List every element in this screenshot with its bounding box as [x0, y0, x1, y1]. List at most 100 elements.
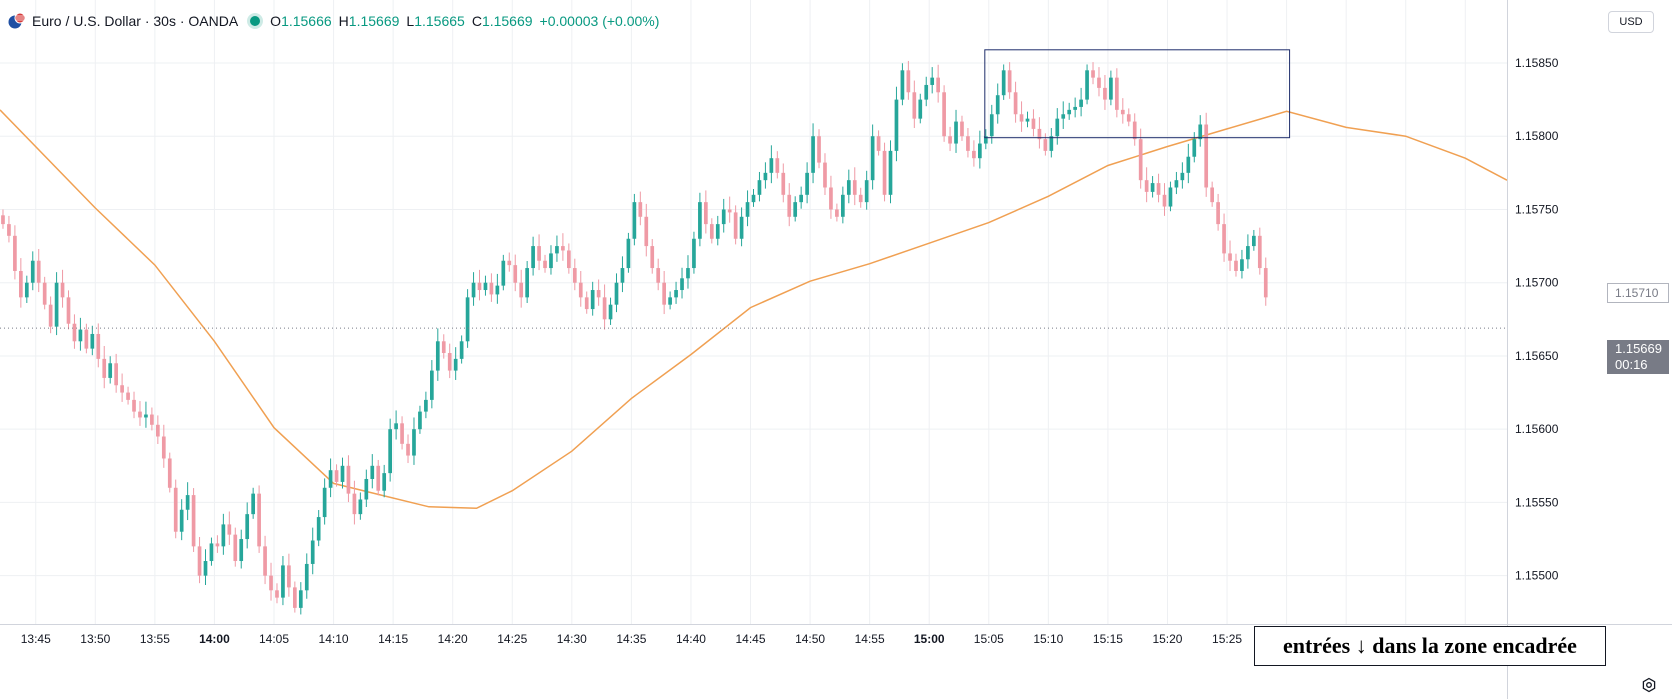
candle-body: [983, 136, 988, 144]
candle-body: [602, 297, 607, 320]
x-tick-label: 14:30: [557, 632, 587, 646]
candle-body: [781, 172, 786, 195]
candle-body: [30, 260, 35, 283]
candle-body: [144, 414, 148, 418]
candle-body: [1156, 183, 1161, 195]
candle-body: [787, 194, 792, 217]
candle-body: [680, 278, 684, 291]
candle-body: [48, 304, 53, 327]
settings-icon[interactable]: [1641, 677, 1657, 693]
low-value: 1.15665: [414, 13, 465, 29]
candle-body: [745, 202, 750, 217]
candle-body: [846, 180, 851, 195]
candle-body: [24, 282, 29, 298]
candle-body: [1115, 77, 1119, 110]
candle-body: [608, 304, 613, 320]
candle-body: [239, 539, 244, 562]
candle-body: [972, 150, 976, 159]
candle-body: [525, 268, 529, 298]
candle-body: [13, 235, 17, 271]
x-tick-label: 13:45: [21, 632, 51, 646]
candle-body: [763, 172, 768, 181]
x-tick-label: 14:45: [736, 632, 766, 646]
candle-body: [412, 429, 416, 456]
candle-body: [316, 517, 321, 541]
candle-body: [656, 268, 661, 283]
change-value: +0.00003 (+0.00%): [539, 13, 660, 29]
y-tick-label: 1.15750: [1515, 202, 1559, 216]
candle-body: [19, 270, 23, 298]
candle-body: [108, 363, 113, 378]
x-tick-label: 14:15: [378, 632, 408, 646]
candle-body: [852, 180, 857, 195]
candle-body: [334, 470, 339, 482]
x-tick-label: 14:40: [676, 632, 706, 646]
candle-body: [543, 260, 547, 269]
candle-body: [864, 180, 869, 203]
candle-body: [221, 524, 226, 547]
candle-body: [775, 158, 780, 173]
candle-body: [698, 202, 702, 239]
candle-body: [638, 202, 643, 217]
candle-body: [215, 543, 220, 547]
candle-body: [936, 77, 940, 93]
candle-body: [739, 216, 744, 239]
candle-body: [1252, 235, 1256, 247]
candle-body: [954, 121, 958, 144]
moving-average-line: [0, 109, 1508, 510]
x-tick-label: 14:50: [795, 632, 825, 646]
x-tick-label: 15:05: [974, 632, 1004, 646]
candle-body: [805, 172, 809, 195]
candle-body: [1198, 124, 1203, 140]
candle-body: [924, 84, 929, 100]
candle-body: [310, 540, 315, 564]
candle-body: [304, 563, 309, 591]
candle-body: [60, 282, 65, 298]
candle-body: [382, 473, 387, 491]
candle-body: [126, 392, 130, 400]
candle-body: [1079, 99, 1083, 107]
candle-body: [495, 285, 500, 295]
x-tick-label: 15:20: [1152, 632, 1182, 646]
candle-body: [90, 333, 95, 349]
candle-body: [1234, 260, 1238, 271]
candle-body: [394, 423, 398, 430]
candle-body: [906, 70, 911, 93]
candle-body: [233, 534, 238, 562]
candle-body: [364, 478, 369, 500]
candle-body: [370, 465, 375, 479]
candle-body: [930, 77, 935, 85]
candle-body: [578, 282, 583, 298]
candle-body: [912, 92, 917, 119]
candle-body: [138, 411, 142, 418]
y-tick-label: 1.15650: [1515, 349, 1559, 363]
candle-body: [537, 246, 541, 261]
candle-body: [876, 136, 881, 151]
candle-body: [1061, 114, 1066, 119]
x-tick-label: 15:00: [914, 632, 945, 646]
low-label: L: [406, 13, 415, 29]
candle-body: [811, 136, 815, 173]
x-tick-label: 14:10: [319, 632, 349, 646]
candle-body: [626, 238, 631, 269]
candle-body: [572, 268, 577, 283]
market-status-dot[interactable]: [250, 16, 261, 26]
candle-body: [567, 250, 571, 269]
candle-body: [66, 297, 71, 324]
x-tick-label: 14:35: [616, 632, 646, 646]
candle-body: [227, 524, 232, 535]
x-tick-label: 14:05: [259, 632, 289, 646]
x-tick-label: 14:00: [199, 632, 230, 646]
currency-selector[interactable]: USD: [1608, 11, 1654, 33]
candle-body: [513, 265, 518, 283]
y-tick-label: 1.15600: [1515, 422, 1559, 436]
candle-body: [1216, 202, 1220, 225]
candle-body: [287, 565, 291, 588]
symbol-title[interactable]: Euro / U.S. Dollar · 30s · OANDA: [32, 13, 239, 29]
candle-body: [882, 150, 887, 195]
candle-body: [1263, 268, 1268, 298]
candle-body: [1073, 106, 1077, 110]
candle-body: [430, 370, 434, 400]
